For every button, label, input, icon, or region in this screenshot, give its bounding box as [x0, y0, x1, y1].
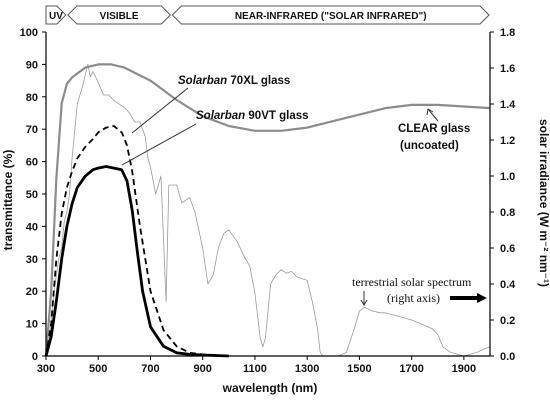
annotation-90vt-pointer	[121, 123, 197, 166]
annotation-solarban-70xl: Solarban 70XL glass	[131, 75, 290, 134]
annotation-90vt-rest: 90VT glass	[245, 110, 308, 122]
y2-tick-label: 0.0	[500, 351, 515, 363]
annotation-70xl-rest: 70XL glass	[227, 75, 290, 87]
right-axis-arrowhead	[477, 293, 487, 303]
x-tick-label: 1100	[243, 363, 267, 375]
x-tick-label: 300	[37, 363, 55, 375]
annotation-solar-pointer-head	[360, 299, 368, 306]
y-tick-label: 90	[26, 59, 38, 71]
band-arrow	[67, 5, 172, 25]
annotation-clear-pointer	[427, 108, 439, 122]
annotation-solar-line2: (right axis)	[387, 291, 440, 305]
annotation-clear-line1: CLEAR glass	[398, 123, 470, 135]
series-layer	[44, 63, 491, 358]
series-line-90vt	[44, 165, 229, 358]
y-tick-label: 40	[26, 221, 38, 233]
y-tick-label: 0	[32, 351, 38, 363]
x-tick-label: 900	[194, 363, 212, 375]
x-tick-label: 700	[141, 363, 159, 375]
y2-axis-title: solar irradiance (W m⁻² nm⁻¹)	[537, 119, 550, 287]
svg-text:Solarban 90VT glass: Solarban 90VT glass	[196, 110, 309, 122]
annotation-70xl-brand: Solarban	[178, 75, 227, 87]
axes: 300 500 700 900 1100 1300 1500 1700 1900 0 10 20 30 4…	[20, 27, 517, 375]
y2-tick-label: 0.4	[500, 279, 516, 291]
annotation-solar-spectrum: terrestrial solar spectrum (right axis)	[352, 275, 487, 306]
y-tick-label: 30	[26, 254, 38, 266]
band-arrow	[171, 5, 490, 25]
x-tick-label: 1500	[347, 363, 371, 375]
y-tick-label: 10	[26, 319, 38, 331]
series-line-clear	[44, 63, 491, 357]
y2-tick-label: 1.8	[500, 27, 515, 39]
band-label: NEAR-INFRARED ("SOLAR INFRARED")	[235, 11, 427, 22]
y2-tick-label: 1.0	[500, 171, 515, 183]
band-arrow	[45, 5, 67, 25]
annotation-70xl-pointer	[131, 87, 189, 134]
y-tick-label: 80	[26, 92, 38, 104]
y-tick-label: 50	[26, 189, 38, 201]
x-tick-label: 500	[89, 363, 107, 375]
annotation-solarban-90vt: Solarban 90VT glass	[121, 110, 309, 166]
series-line-solar	[45, 64, 491, 357]
y-tick-label: 20	[26, 286, 38, 298]
svg-text:Solarban 70XL glass: Solarban 70XL glass	[178, 75, 290, 87]
annotation-clear-glass: CLEAR glass (uncoated)	[398, 108, 470, 152]
x-axis-title: wavelength (nm)	[222, 381, 318, 395]
y2-tick-label: 0.6	[500, 243, 515, 255]
band-label: VISIBLE	[100, 11, 139, 22]
x-tick-label: 1900	[452, 363, 476, 375]
y2-tick-label: 1.6	[500, 63, 515, 75]
x-tick-label: 1700	[399, 363, 423, 375]
y2-tick-label: 1.2	[500, 135, 515, 147]
spectral-band-header: UV VISIBLE NEAR-INFRARED ("SOLAR INFRARED"…	[45, 5, 490, 25]
y2-tick-label: 1.4	[500, 99, 516, 111]
y-axis-title: transmittance (%)	[1, 150, 15, 251]
y-tick-label: 60	[26, 157, 38, 169]
annotation-clear-line2: (uncoated)	[400, 140, 459, 152]
y2-tick-label: 0.8	[500, 207, 515, 219]
y-tick-label: 100	[20, 27, 38, 39]
y2-tick-label: 0.2	[500, 315, 515, 327]
annotation-90vt-brand: Solarban	[196, 110, 245, 122]
annotation-clear-arrowhead	[426, 108, 434, 116]
y-tick-label: 70	[26, 124, 38, 136]
band-label: UV	[49, 11, 63, 22]
x-tick-label: 1300	[295, 363, 319, 375]
series-line-70xl	[45, 125, 229, 357]
annotation-solar-line1: terrestrial solar spectrum	[352, 275, 472, 289]
